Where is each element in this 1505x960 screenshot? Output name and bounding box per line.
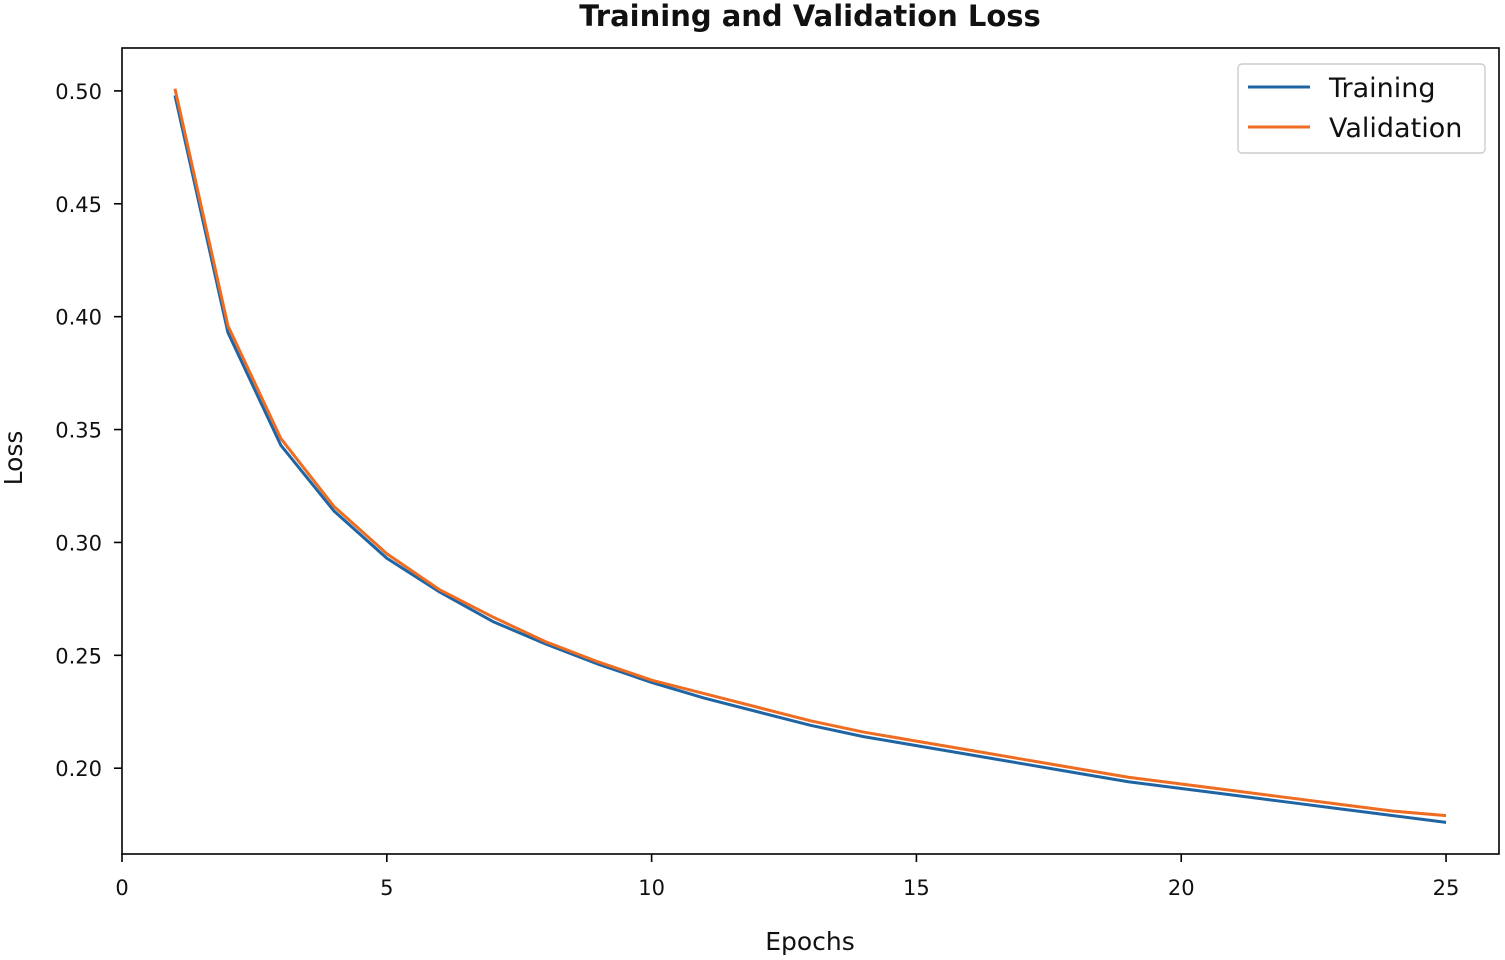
y-tick-label: 0.25 (55, 644, 102, 668)
y-tick-label: 0.45 (55, 193, 102, 217)
x-tick-label: 15 (903, 876, 930, 900)
series-line-validation (173, 88, 1447, 818)
x-tick-label: 5 (380, 876, 393, 900)
legend-label-validation: Validation (1329, 113, 1462, 144)
x-tick-label: 25 (1433, 876, 1460, 900)
y-tick-label: 0.35 (55, 419, 102, 443)
legend-label-training: Training (1328, 73, 1436, 104)
x-tick-label: 20 (1168, 876, 1195, 900)
x-axis-ticks: 0 5 10 15 20 25 (115, 854, 1459, 900)
y-tick-label: 0.20 (55, 757, 102, 781)
x-tick-label: 10 (638, 876, 665, 900)
y-axis-ticks: 0.20 0.25 0.30 0.35 0.40 0.45 0.50 (55, 80, 122, 781)
series-line-training (173, 95, 1447, 824)
y-tick-label: 0.50 (55, 80, 102, 104)
y-tick-label: 0.30 (55, 531, 102, 555)
y-axis-title: Loss (0, 431, 28, 486)
x-axis-title: Epochs (765, 927, 855, 956)
y-tick-label: 0.40 (55, 306, 102, 330)
chart-title: Training and Validation Loss (579, 0, 1041, 33)
x-tick-label: 0 (115, 876, 128, 900)
series-lines (173, 88, 1447, 824)
plot-area-frame (121, 47, 1500, 855)
legend: Training Validation (1237, 63, 1486, 154)
